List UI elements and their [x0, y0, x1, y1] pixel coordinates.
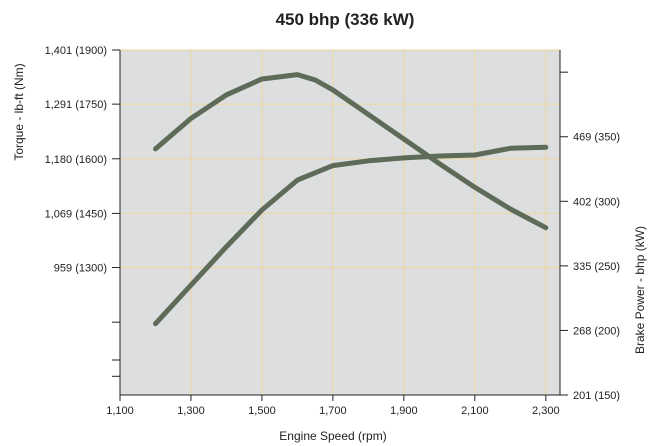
x-tick-label: 1,900: [390, 405, 418, 417]
label-layer: 1,100 1,300 1,500 1,700 1,900 2,100 2,300 959 (…: [45, 45, 620, 417]
y-right-tick-label: 469 (350): [573, 132, 620, 144]
x-tick-label: 2,300: [532, 405, 560, 417]
series-layer: [153, 72, 549, 327]
y-left-tick-label: 1,291 (1750): [45, 99, 107, 111]
y-left-tick-label: 959 (1300): [54, 263, 107, 275]
x-tick-label: 2,100: [461, 405, 489, 417]
x-tick-label: 1,700: [319, 405, 347, 417]
chart-title: 450 bhp (336 kW): [276, 10, 415, 29]
y-right-tick-label: 402 (300): [573, 196, 620, 208]
x-tick-label: 1,100: [106, 405, 134, 417]
y-axis-left-title: Torque - lb-ft (Nm): [12, 63, 26, 160]
grid-layer: [120, 49, 560, 395]
axis-layer: [112, 49, 568, 401]
power-line: [153, 144, 549, 327]
x-axis-title: Engine Speed (rpm): [279, 429, 386, 443]
torque-line: [153, 72, 549, 231]
y-left-tick-label: 1,401 (1900): [45, 45, 107, 57]
y-axis-right-title: Brake Power - bhp (kW): [633, 226, 647, 354]
y-left-tick-label: 1,069 (1450): [45, 208, 107, 220]
y-right-tick-label: 201 (150): [573, 390, 620, 402]
x-tick-label: 1,500: [248, 405, 276, 417]
y-right-tick-label: 268 (200): [573, 325, 620, 337]
y-left-tick-label: 1,180 (1600): [45, 154, 107, 166]
plot-area: [120, 50, 560, 395]
y-right-tick-label: 335 (250): [573, 261, 620, 273]
x-tick-label: 1,300: [177, 405, 205, 417]
